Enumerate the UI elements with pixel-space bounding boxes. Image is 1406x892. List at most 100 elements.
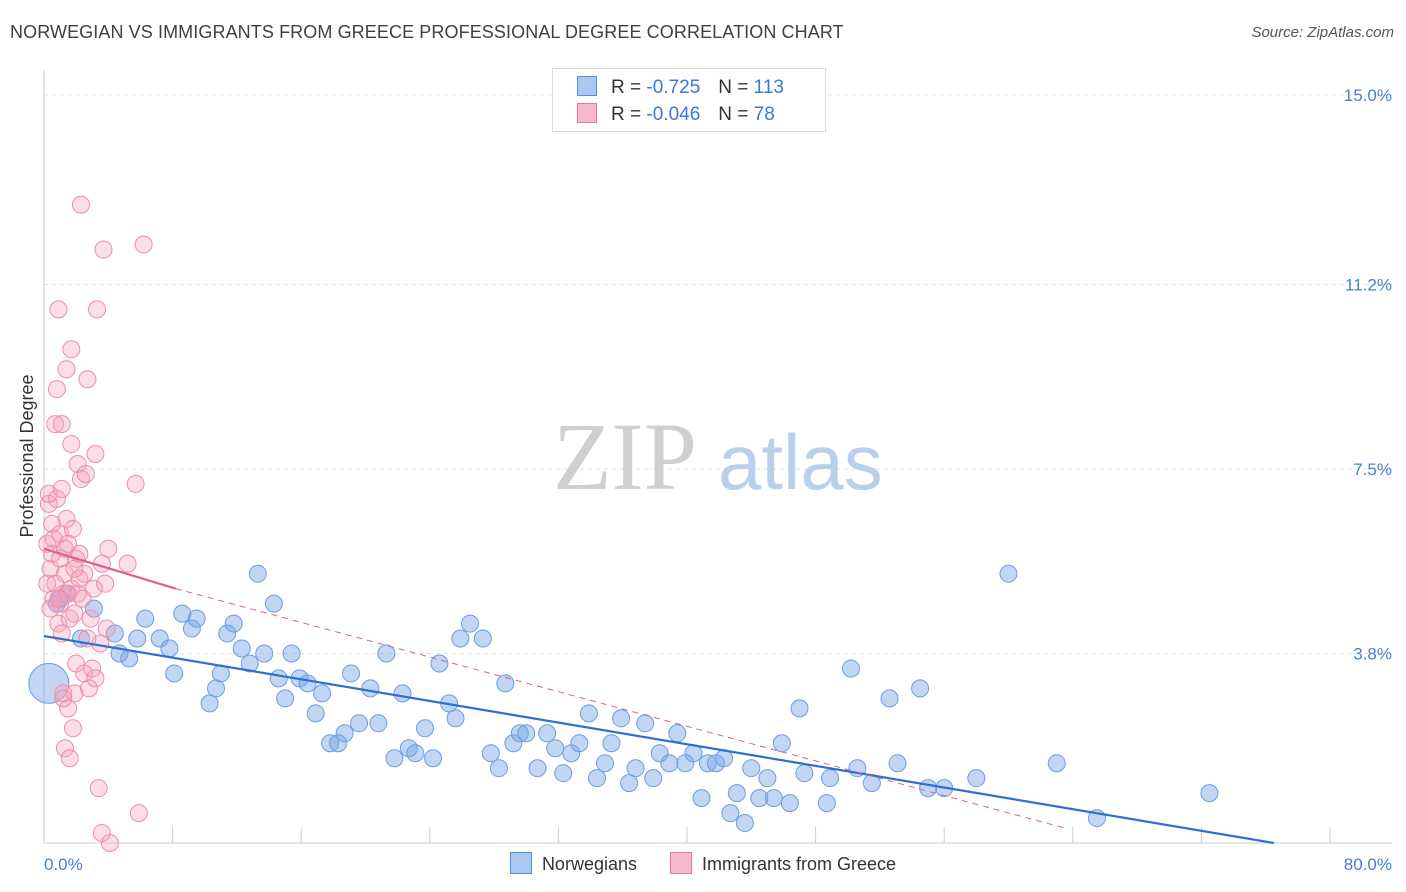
legend-swatch-greece [670, 852, 692, 874]
norwegians-point [750, 789, 769, 808]
norwegians-point [298, 674, 317, 693]
norwegians-point [821, 769, 840, 788]
norwegians-point [721, 804, 740, 823]
norwegians-point [240, 654, 259, 673]
legend-label-greece: Immigrants from Greece [702, 854, 897, 874]
greece-point [39, 484, 58, 503]
greece-point [59, 534, 78, 553]
greece-point [55, 564, 74, 583]
y-tick-label: 7.5% [1353, 460, 1392, 479]
norwegians-point [496, 674, 515, 693]
greece-point [73, 589, 92, 608]
greece-point [70, 569, 89, 588]
greece-point [78, 370, 97, 389]
legend-r-value: -0.046 [646, 104, 701, 125]
norwegians-point [187, 609, 206, 628]
greece-point [46, 415, 65, 434]
data-points [28, 195, 1219, 852]
norwegians-point [28, 662, 70, 704]
norwegians-point [276, 689, 295, 708]
norwegians-point [385, 749, 404, 768]
norwegians-point [742, 759, 761, 778]
legend-r-label: R = [611, 104, 642, 125]
legend-n-label: N = [718, 77, 749, 98]
norwegians-point [692, 789, 711, 808]
greece-point [83, 659, 102, 678]
legend-row-norwegians: R = -0.725 N = 113 [577, 76, 784, 100]
norwegians-point [772, 734, 791, 753]
norwegians-point [517, 724, 536, 743]
legend-label-norwegians: Norwegians [541, 854, 637, 874]
norwegians-point [481, 744, 500, 763]
legend-n-label: N = [718, 104, 749, 125]
norwegians-point [446, 709, 465, 728]
norwegians-point [460, 614, 479, 633]
norwegians-point [182, 619, 201, 638]
norwegians-point [596, 754, 615, 773]
norwegians-point [660, 754, 679, 773]
greece-point [49, 589, 68, 608]
greece-point [60, 609, 79, 628]
norwegians-point [570, 734, 589, 753]
norwegians-point [128, 629, 147, 648]
greece-point [89, 779, 108, 798]
chart-title: NORWEGIAN VS IMMIGRANTS FROM GREECE PROF… [10, 22, 844, 42]
greece-point [65, 604, 84, 623]
norwegians-point [626, 759, 645, 778]
norwegians-point [780, 794, 799, 813]
norwegians-point [504, 734, 523, 753]
greece-point [126, 474, 145, 493]
norwegians-point [224, 614, 243, 633]
legend-swatch-norwegians [509, 852, 532, 874]
norwegians-point [579, 704, 598, 723]
greece-point [57, 509, 76, 528]
norwegians-point [218, 624, 237, 643]
norwegians-point [342, 664, 361, 683]
norwegians-point [758, 769, 777, 788]
norwegians-point [650, 744, 669, 763]
norwegians-point [282, 644, 301, 663]
norwegians-point [668, 724, 687, 743]
trend-lines [43, 547, 1274, 845]
greece-point [80, 679, 99, 698]
greece-point [76, 464, 95, 483]
norwegians-point [880, 689, 899, 708]
norwegians-point [150, 629, 169, 648]
grid-lines [44, 94, 1392, 654]
legend-row-greece: R = -0.046 N = 78 [577, 103, 775, 127]
greece-point [129, 804, 148, 823]
norwegians-point [306, 704, 325, 723]
legend-n-value: 78 [753, 104, 775, 125]
legend-n-value: 113 [753, 77, 784, 98]
y-axis-label: Professional Degree [17, 374, 37, 537]
norwegians-point [473, 629, 492, 648]
axes [43, 70, 1392, 844]
norwegians-point [967, 769, 986, 788]
greece-point [63, 719, 82, 738]
norwegians-point [350, 714, 369, 733]
norwegians-point [136, 609, 155, 628]
greece-point [92, 824, 111, 843]
norwegians-point [735, 814, 754, 833]
greece-point [52, 415, 71, 434]
norwegians-point [911, 679, 930, 698]
norwegians-point [919, 779, 938, 798]
norwegians-point [232, 639, 251, 658]
norwegians-point [361, 679, 380, 698]
norwegians-point [546, 739, 565, 758]
norwegians-point [795, 764, 814, 783]
norwegians-point [329, 734, 348, 753]
source-label: Source: ZipAtlas.com [1251, 24, 1394, 41]
norwegians-point [538, 724, 557, 743]
series-legend: Norwegians Immigrants from Greece [0, 852, 1406, 875]
norwegians-point [451, 629, 470, 648]
legend-item-greece[interactable]: Immigrants from Greece [670, 852, 896, 875]
greece-point [54, 689, 73, 708]
norwegians-point [255, 644, 274, 663]
norwegians-point [727, 784, 746, 803]
norwegians-point [393, 684, 412, 703]
greece-point [62, 435, 81, 454]
norwegians-point [510, 724, 529, 743]
legend-item-norwegians[interactable]: Norwegians [509, 852, 637, 875]
norwegians-point [489, 759, 508, 778]
